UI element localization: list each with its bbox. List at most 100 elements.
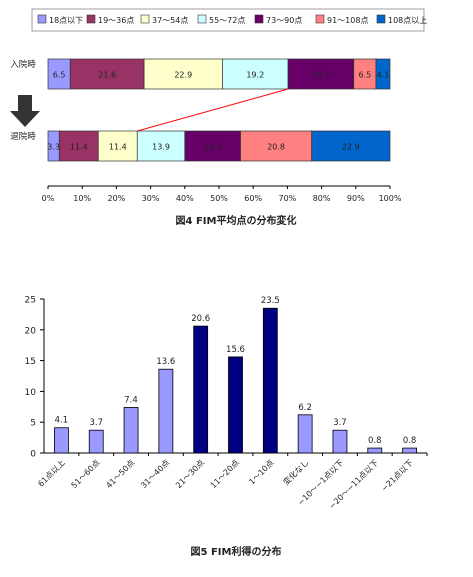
legend-swatch <box>254 14 264 24</box>
legend-label: 73〜90点 <box>266 16 302 25</box>
y-tick-label: 5 <box>30 419 36 429</box>
legend-label: 91〜108点 <box>327 16 368 25</box>
data-label: 22.9 <box>342 143 360 152</box>
legend-swatch <box>140 14 150 24</box>
x-tick-label: 50% <box>210 194 228 203</box>
bar-segment <box>184 130 241 162</box>
x-tick-label: 70% <box>279 194 297 203</box>
legend-label: 108点以上 <box>388 16 427 25</box>
data-label: 16.3 <box>204 143 222 152</box>
data-label: 6.5 <box>358 71 371 80</box>
fim-gain-chart: 0 5 10 15 20 25 4.1 3.7 7.4 13.6 20.6 15.6 23.5 6.2 3… <box>25 296 428 558</box>
x-tick-labels: 0% 10% 20% 30% 40% 50% 60% 70% 80% 90% 100% <box>42 186 402 203</box>
data-label: 0.8 <box>403 436 417 446</box>
legend-swatch <box>86 14 96 24</box>
connector-line <box>137 88 289 132</box>
x-tick-label: 51〜60点 <box>70 458 102 490</box>
bar-segment <box>311 130 391 162</box>
y-tick-labels: 0 5 10 15 20 25 <box>25 296 44 460</box>
data-label: 23.5 <box>261 296 280 306</box>
bar-segment <box>58 130 99 162</box>
category-label: 退院時 <box>10 131 36 142</box>
legend-label: 55〜72点 <box>209 16 245 25</box>
x-tick-label: 0% <box>42 194 55 203</box>
data-label: 19.2 <box>312 71 330 80</box>
bar <box>54 427 69 454</box>
x-tick-label: 60% <box>244 194 262 203</box>
legend-swatch <box>315 14 325 24</box>
x-tick-label: 90% <box>347 194 365 203</box>
data-label: 21.6 <box>98 71 116 80</box>
bar-arrow-icon <box>10 95 40 127</box>
bar <box>193 325 209 454</box>
data-label: 15.6 <box>226 345 245 355</box>
data-label: 13.6 <box>156 357 175 367</box>
y-tick-label: 0 <box>30 450 36 460</box>
data-label: 11.4 <box>70 143 88 152</box>
x-tick-label: 30% <box>142 194 160 203</box>
y-tick-label: 10 <box>25 388 37 398</box>
data-label: 7.4 <box>124 395 138 405</box>
data-label: 6.5 <box>53 71 66 80</box>
x-tick-label: 40% <box>176 194 194 203</box>
bar-segment <box>136 130 186 162</box>
bar <box>402 447 417 454</box>
bars: 4.1 3.7 7.4 13.6 20.6 15.6 23.5 6.2 3.7 0.8 0.8 <box>54 296 417 454</box>
chart-1-title: 図4 FIM平均点の分布変化 <box>176 214 297 227</box>
bar-segment <box>143 58 223 90</box>
x-tick-label: 変化なし <box>281 457 311 487</box>
x-tick-label: 31〜40点 <box>139 458 171 490</box>
data-label: 3.7 <box>89 418 103 428</box>
data-label: 4.1 <box>55 416 69 426</box>
bar <box>88 429 104 454</box>
y-tick-label: 20 <box>25 326 37 336</box>
legend: 18点以下 19〜36点 37〜54点 55〜72点 73〜90点 91〜108点 108点… <box>37 14 427 25</box>
bar <box>332 429 348 454</box>
x-tick-label: 80% <box>313 194 331 203</box>
bar-segment <box>375 58 391 90</box>
data-label: 6.2 <box>298 403 312 413</box>
bar-segment <box>69 58 145 90</box>
bar-segment <box>97 130 138 162</box>
legend-label: 19〜36点 <box>98 16 134 25</box>
legend-label: 18点以下 <box>49 16 83 25</box>
x-tick-label: 61点以上 <box>36 458 67 489</box>
x-tick-labels: 61点以上 51〜60点 41〜50点 31〜40点 21〜30点 11〜20点 1〜10点… <box>36 453 428 511</box>
x-tick-label: 41〜50点 <box>104 458 136 490</box>
bar <box>262 307 278 454</box>
bar-segment <box>222 58 289 90</box>
bar <box>367 447 383 454</box>
data-label: 19.2 <box>246 71 264 80</box>
x-tick-label: 21〜30点 <box>174 458 206 490</box>
bar <box>228 356 243 454</box>
data-label: 0.8 <box>368 436 382 446</box>
data-label: 3.7 <box>333 418 347 428</box>
y-tick-label: 25 <box>25 296 36 306</box>
x-tick-label: 1〜10点 <box>247 458 275 486</box>
x-tick-label: −21点以下 <box>380 458 415 493</box>
x-tick-label: 10% <box>73 194 91 203</box>
legend-swatch <box>376 14 386 24</box>
data-label: 11.4 <box>109 143 127 152</box>
category-label: 入院時 <box>10 59 36 70</box>
bar <box>297 414 313 454</box>
stacked-bars: 6.5 21.6 22.9 19.2 19.2 6.5 4.1 3.3 11.4 11.4 13.9… <box>47 58 391 162</box>
chart-2-title: 図5 FIM利得の分布 <box>191 545 282 558</box>
legend-box <box>31 8 425 32</box>
bar <box>123 407 139 454</box>
data-label: 20.6 <box>191 314 210 324</box>
data-label: 20.8 <box>267 143 285 152</box>
data-label: 13.9 <box>152 143 170 152</box>
bar-segment <box>240 130 313 162</box>
fim-distribution-chart: 18点以下 19〜36点 37〜54点 55〜72点 73〜90点 91〜108点 108点… <box>10 8 427 227</box>
x-tick-label: 20% <box>108 194 126 203</box>
bar <box>158 368 174 454</box>
data-label: 4.1 <box>377 71 390 80</box>
legend-label: 37〜54点 <box>152 16 188 25</box>
x-tick-label: 11〜20点 <box>209 458 241 490</box>
y-tick-label: 15 <box>25 357 36 367</box>
data-label: 22.9 <box>174 71 192 80</box>
legend-swatch <box>197 14 207 24</box>
